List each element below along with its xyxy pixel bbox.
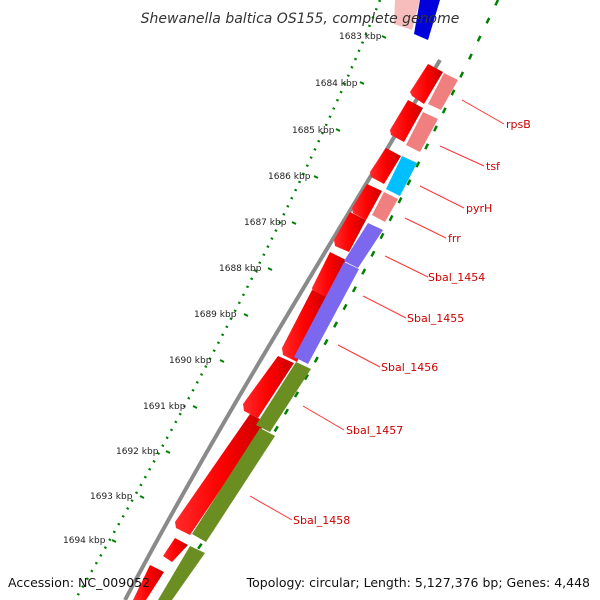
gene-labels: rpsB tsf pyrH frr Sbal_1454 Sbal_1455 Sb… (293, 118, 531, 527)
tick-label: 1685 kbp (292, 126, 335, 136)
tick-label: 1684 kbp (315, 79, 358, 89)
tick-label: 1691 kbp (143, 402, 186, 412)
reverse-gene-cyan (386, 156, 417, 196)
gene-label-rpsB[interactable]: rpsB (506, 118, 531, 131)
gene-label-tsf[interactable]: tsf (486, 160, 501, 173)
reverse-gene-pink (428, 73, 458, 110)
tick-labels: 1683 kbp 1684 kbp 1685 kbp 1686 kbp 1687… (63, 32, 382, 546)
forward-gene-arrow (133, 565, 164, 600)
forward-gene-arrow (352, 184, 382, 220)
forward-gene-arrow (312, 252, 346, 300)
tick-label: 1687 kbp (244, 218, 287, 228)
tick-label: 1693 kbp (90, 492, 133, 502)
forward-gene-arrow (370, 148, 401, 184)
topology-text: Topology: circular; Length: 5,127,376 bp… (246, 575, 590, 590)
forward-gene-arrow (175, 414, 266, 535)
reverse-gene-olive (158, 546, 205, 600)
reverse-gene-olive (192, 428, 275, 542)
gene-label-frr[interactable]: frr (448, 232, 461, 245)
forward-gene-arrow (334, 212, 366, 252)
inner-scale-dashed-ring (159, 0, 500, 600)
gene-label-leaders (249, 99, 505, 521)
gene-label-sbal-1455[interactable]: Sbal_1455 (407, 312, 464, 325)
accession-text: Accession: NC_009052 (8, 575, 150, 590)
reverse-gene-olive (256, 362, 311, 432)
tick-label: 1692 kbp (116, 447, 159, 457)
tick-label: 1683 kbp (339, 32, 382, 42)
tick-label: 1694 kbp (63, 536, 106, 546)
gene-label-sbal-1458[interactable]: Sbal_1458 (293, 514, 350, 527)
gene-label-sbal-1457[interactable]: Sbal_1457 (346, 424, 403, 437)
reverse-gene-light (394, 0, 420, 30)
tick-label: 1688 kbp (219, 264, 262, 274)
forward-gene-arrow (163, 538, 188, 562)
gene-label-sbal-1456[interactable]: Sbal_1456 (381, 361, 438, 374)
tick-label: 1689 kbp (194, 310, 237, 320)
reverse-gene-pink (372, 192, 398, 222)
gene-label-sbal-1454[interactable]: Sbal_1454 (428, 271, 485, 284)
reverse-gene-pink (406, 112, 438, 152)
forward-gene-arrow (243, 356, 294, 418)
tick-label: 1690 kbp (169, 356, 212, 366)
map-title: Shewanella baltica OS155, complete genom… (141, 11, 460, 27)
reverse-gene-blue (414, 0, 440, 40)
reverse-strand-genes (158, 0, 458, 600)
forward-strand-genes (133, 64, 443, 600)
reverse-gene-purple (344, 223, 383, 268)
forward-gene-arrow (390, 100, 423, 142)
reverse-gene-purple (294, 262, 359, 364)
kbp-tick-marks (111, 35, 387, 543)
forward-gene-arrow (282, 290, 328, 362)
forward-gene-arrow (410, 64, 443, 104)
gene-label-pyrH[interactable]: pyrH (466, 202, 492, 215)
genome-backbone (123, 58, 442, 600)
tick-label: 1686 kbp (268, 172, 311, 182)
